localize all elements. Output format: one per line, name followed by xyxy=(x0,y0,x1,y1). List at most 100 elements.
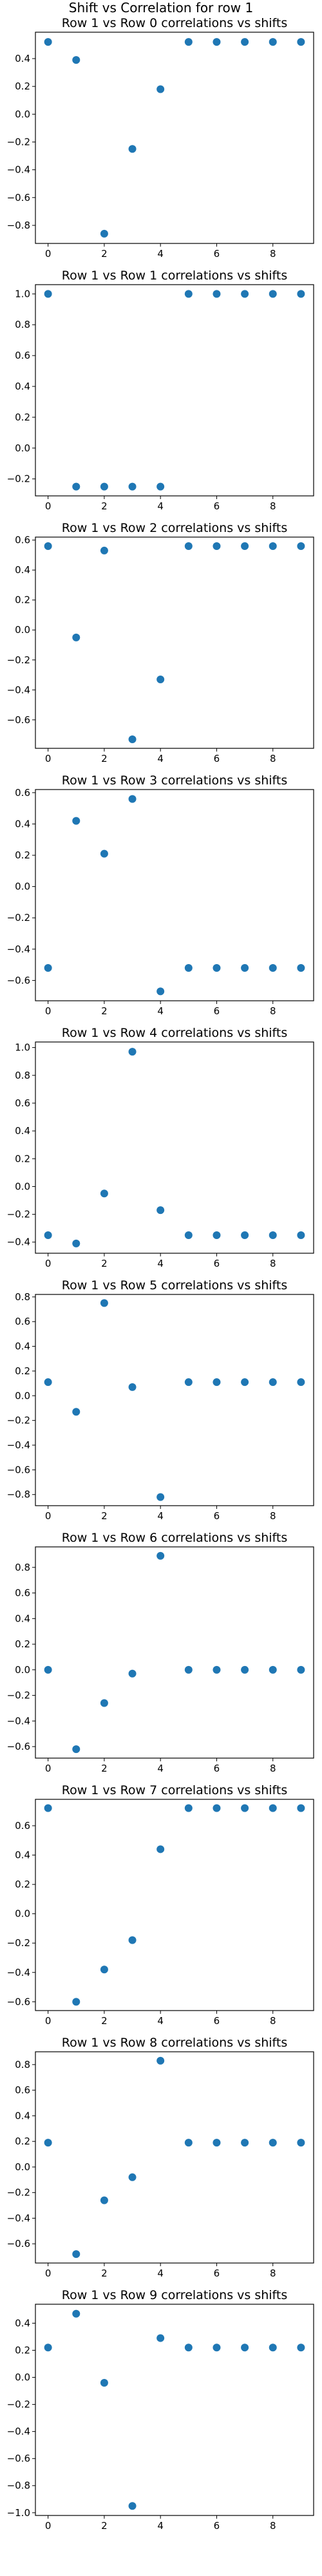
data-point xyxy=(156,2056,165,2065)
subplot-4: Row 1 vs Row 4 correlations vs shifts 0 2 4… xyxy=(7,1026,314,1269)
y-tick-label: 0.4 xyxy=(15,818,30,829)
data-point xyxy=(269,2139,277,2147)
axes-frame xyxy=(35,1294,314,1506)
y-tick-label: 0.4 xyxy=(15,1125,30,1137)
axes-frame xyxy=(35,32,314,244)
y-tick-label: −0.6 xyxy=(7,1464,30,1475)
y-tick-label: 0.6 xyxy=(15,350,30,361)
data-point xyxy=(241,2139,249,2147)
y-tick-label: −0.4 xyxy=(7,2426,30,2438)
data-point xyxy=(213,1231,221,1239)
y-tick-label: −0.2 xyxy=(7,2399,30,2410)
data-point xyxy=(213,2344,221,2352)
y-tick-label: −0.2 xyxy=(7,654,30,666)
subplot-title: Row 1 vs Row 3 correlations vs shifts xyxy=(62,773,288,788)
data-point xyxy=(44,290,52,298)
data-point xyxy=(269,1378,277,1387)
figure-suptitle: Shift vs Correlation for row 1 xyxy=(69,0,253,15)
data-point xyxy=(72,2309,80,2318)
x-tick-label: 0 xyxy=(45,248,52,260)
data-point xyxy=(269,2344,277,2352)
y-tick-label: 0.4 xyxy=(15,1613,30,1624)
y-tick-label: 0.0 xyxy=(15,881,30,893)
data-point xyxy=(269,1231,277,1239)
data-point xyxy=(184,1665,193,1674)
y-tick-label: 0.2 xyxy=(15,2344,30,2356)
y-tick-label: −0.2 xyxy=(7,912,30,923)
subplot-9: Row 1 vs Row 9 correlations vs shifts 0 2 4… xyxy=(7,2288,314,2532)
y-tick-label: 0.2 xyxy=(15,1638,30,1650)
x-tick-label: 4 xyxy=(157,500,164,512)
subplot-title: Row 1 vs Row 4 correlations vs shifts xyxy=(62,1026,288,1040)
data-point xyxy=(100,1699,108,1707)
y-tick-label: −0.2 xyxy=(7,1937,30,1949)
x-tick-label: 2 xyxy=(101,1510,108,1522)
y-tick-label: −0.6 xyxy=(7,974,30,986)
data-point xyxy=(241,290,249,298)
axes-frame xyxy=(35,789,314,1001)
data-point xyxy=(184,2139,193,2147)
data-point xyxy=(100,482,108,491)
data-point xyxy=(156,2334,165,2342)
data-point xyxy=(44,2139,52,2147)
data-point xyxy=(156,675,165,683)
x-tick-label: 8 xyxy=(270,2015,276,2027)
y-tick-label: 0.0 xyxy=(15,1390,30,1401)
x-tick-label: 0 xyxy=(45,2520,52,2532)
data-point xyxy=(213,542,221,550)
y-tick-label: 0.6 xyxy=(15,1316,30,1327)
y-tick-label: −0.4 xyxy=(7,164,30,176)
x-tick-label: 4 xyxy=(157,2268,164,2279)
y-tick-label: 0.6 xyxy=(15,535,30,546)
data-point xyxy=(213,290,221,298)
x-tick-label: 2 xyxy=(101,2520,108,2532)
y-tick-label: −0.4 xyxy=(7,1439,30,1451)
x-tick-label: 8 xyxy=(270,1763,276,1774)
data-point xyxy=(241,1378,249,1387)
y-tick-label: 0.0 xyxy=(15,1908,30,1920)
data-point xyxy=(297,2139,305,2147)
x-tick-label: 0 xyxy=(45,2015,52,2027)
y-tick-label: −0.4 xyxy=(7,2212,30,2224)
subplot-3: Row 1 vs Row 3 correlations vs shifts 0 2 4… xyxy=(7,773,314,1017)
data-point xyxy=(184,290,193,298)
data-point xyxy=(213,2139,221,2147)
x-tick-label: 6 xyxy=(214,2015,220,2027)
x-tick-label: 4 xyxy=(157,248,164,260)
y-tick-label: 0.6 xyxy=(15,787,30,799)
x-tick-label: 8 xyxy=(270,248,276,260)
data-point xyxy=(213,1378,221,1387)
x-tick-label: 2 xyxy=(101,1258,108,1269)
x-tick-label: 4 xyxy=(157,1763,164,1774)
data-point xyxy=(156,987,165,996)
data-point xyxy=(297,38,305,46)
axes-frame xyxy=(35,1799,314,2011)
data-point xyxy=(128,2173,137,2181)
y-tick-label: 0.4 xyxy=(15,2110,30,2121)
y-tick-label: 0.0 xyxy=(15,442,30,454)
x-tick-label: 4 xyxy=(157,1510,164,1522)
data-point xyxy=(156,1551,165,1560)
y-tick-label: −0.6 xyxy=(7,1741,30,1752)
y-tick-label: −1.0 xyxy=(7,2507,30,2519)
y-tick-label: 0.8 xyxy=(15,319,30,330)
data-point xyxy=(100,1299,108,1307)
data-point xyxy=(184,542,193,550)
data-point xyxy=(297,963,305,972)
data-point xyxy=(44,38,52,46)
axes-frame xyxy=(35,284,314,497)
y-tick-label: 1.0 xyxy=(15,1042,30,1054)
x-tick-label: 0 xyxy=(45,1258,52,1269)
data-point xyxy=(156,1206,165,1215)
y-tick-label: −0.4 xyxy=(7,684,30,696)
x-tick-label: 4 xyxy=(157,2015,164,2027)
data-point xyxy=(128,795,137,803)
subplot-8: Row 1 vs Row 8 correlations vs shifts 0 2 4… xyxy=(7,2036,314,2279)
data-point xyxy=(128,735,137,744)
data-point xyxy=(213,1665,221,1674)
data-point xyxy=(241,38,249,46)
subplot-0: Row 1 vs Row 0 correlations vs shifts 0 2 4… xyxy=(7,16,314,260)
y-tick-label: 0.6 xyxy=(15,1820,30,1832)
y-tick-label: −0.2 xyxy=(7,2187,30,2199)
y-tick-label: −0.2 xyxy=(7,473,30,485)
